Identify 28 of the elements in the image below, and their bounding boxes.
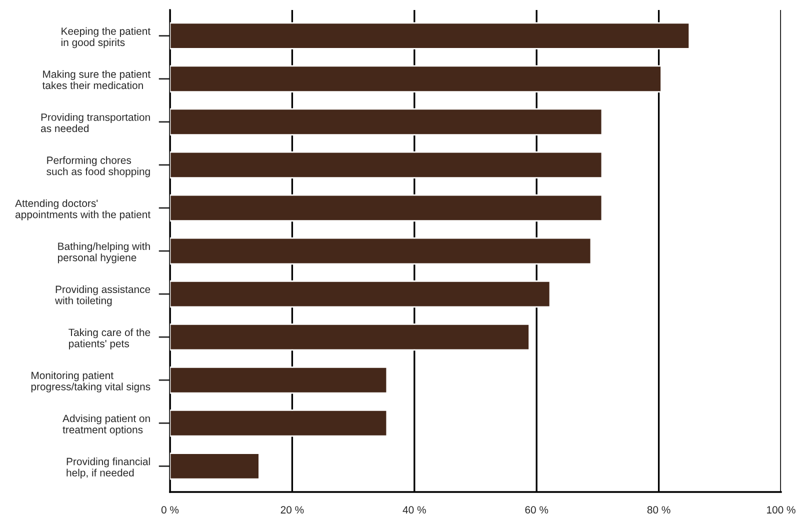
bar (170, 108, 603, 136)
y-tick-label: Monitoring patient progress/taking vital signs (31, 371, 150, 392)
bar (170, 65, 662, 92)
x-tick-label: 40 % (402, 506, 426, 514)
y-tick-label: Bathing/helping with personal hygiene (58, 242, 150, 264)
y-tick-label: Performing chores such as food shopping (46, 156, 150, 178)
y-tick-label: Providing transportation as needed (40, 113, 150, 132)
bar (170, 452, 260, 480)
x-tick-label: 100 % (767, 506, 796, 514)
bar (170, 366, 388, 394)
y-tick-label: Making sure the patient takes their medication (42, 70, 150, 90)
x-tick-label: 60 % (525, 506, 548, 514)
y-tick-label: Advising patient on treatment options (62, 414, 150, 436)
bar (170, 151, 603, 179)
y-tick-label: Keeping the patient in good spirits (61, 27, 150, 48)
bar (170, 22, 690, 50)
bar (170, 410, 388, 437)
y-tick-label: Taking care of the patients' pets (68, 328, 150, 350)
y-tick-label: Providing assistance with toileting (55, 285, 150, 306)
bar (170, 280, 551, 308)
bar (170, 323, 530, 351)
bar (170, 237, 592, 265)
y-tick-label: Providing financial help, if needed (66, 458, 150, 478)
x-tick-label: 0 % (161, 506, 179, 514)
x-tick-label: 80 % (647, 506, 670, 514)
y-tick-label: Attending doctors' appointments with the patient (15, 199, 150, 220)
bar (170, 194, 603, 222)
x-tick-label: 20 % (280, 506, 304, 514)
